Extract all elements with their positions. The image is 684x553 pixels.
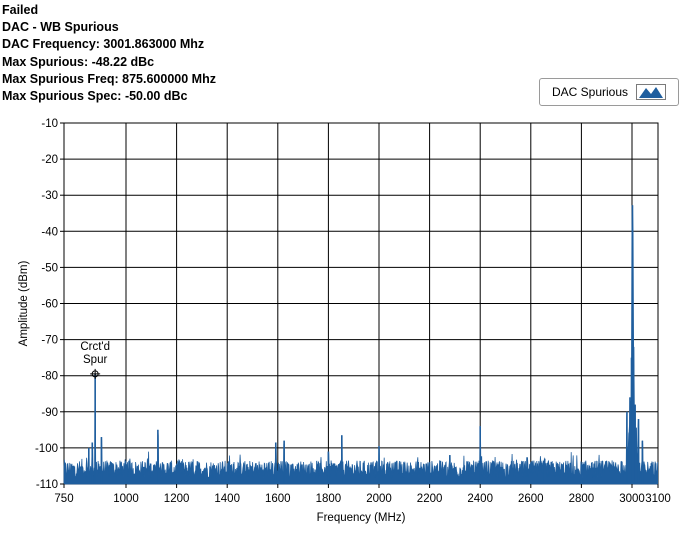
series-layer [63,205,659,485]
y-tick-label: -20 [41,154,58,166]
x-tick-label: 2400 [467,493,493,505]
annotation-label-line2: Spur [83,354,107,366]
y-tick-label: -90 [41,407,58,419]
x-tick-label: 3100 [645,493,671,505]
x-tick-label: 1400 [214,493,240,505]
x-tick-label: 1600 [265,493,291,505]
y-tick-label: -50 [41,262,58,274]
legend-label: DAC Spurious [552,85,629,99]
test-name: DAC - WB Spurious [2,20,119,35]
x-tick-label: 1000 [113,493,139,505]
x-tick-label: 750 [54,493,73,505]
max-spurious-spec-text: Max Spurious Spec: -50.00 dBc [2,89,188,104]
y-tick-label: -70 [41,335,58,347]
y-axis-ticks: -10 -20 -30 -40 -50 -60 -70 -80 -90 -100 -110 [35,118,64,491]
x-tick-label: 2200 [417,493,443,505]
dac-frequency-text: DAC Frequency: 3001.863000 Mhz [2,37,205,52]
y-tick-label: -110 [36,479,58,491]
x-tick-label: 2600 [518,493,544,505]
plot-legend[interactable]: DAC Spurious [539,78,679,106]
max-spurious-text: Max Spurious: -48.22 dBc [2,54,155,69]
y-tick-label: -10 [41,118,58,130]
x-tick-label: 3000 [619,493,645,505]
x-tick-label: 2000 [366,493,392,505]
grid-lines [63,122,659,485]
y-axis-title: Amplitude (dBm) [18,261,30,347]
series-dac-spurious-trace [63,205,659,485]
x-axis-title: Frequency (MHz) [317,512,406,524]
y-tick-label: -60 [41,299,58,311]
status-text: Failed [2,3,39,17]
x-tick-label: 1800 [316,493,342,505]
y-tick-label: -100 [35,443,58,455]
legend-swatch-shape [639,87,663,98]
x-tick-label: 1200 [164,493,190,505]
x-tick-label: 2800 [569,493,595,505]
y-tick-label: -30 [41,190,58,202]
max-spurious-freq-text: Max Spurious Freq: 875.600000 Mhz [2,71,216,86]
result-header: Failed DAC - WB Spurious DAC Frequency: … [2,2,216,105]
x-axis-ticks: 750 1000 1200 1400 1600 1800 2000 2200 2400 2600 2… [54,484,671,505]
legend-plot-style-icon[interactable] [636,84,666,100]
annotation-label-line1: Crct'd [80,341,110,353]
y-tick-label: -80 [41,371,58,383]
y-tick-label: -40 [41,226,58,238]
